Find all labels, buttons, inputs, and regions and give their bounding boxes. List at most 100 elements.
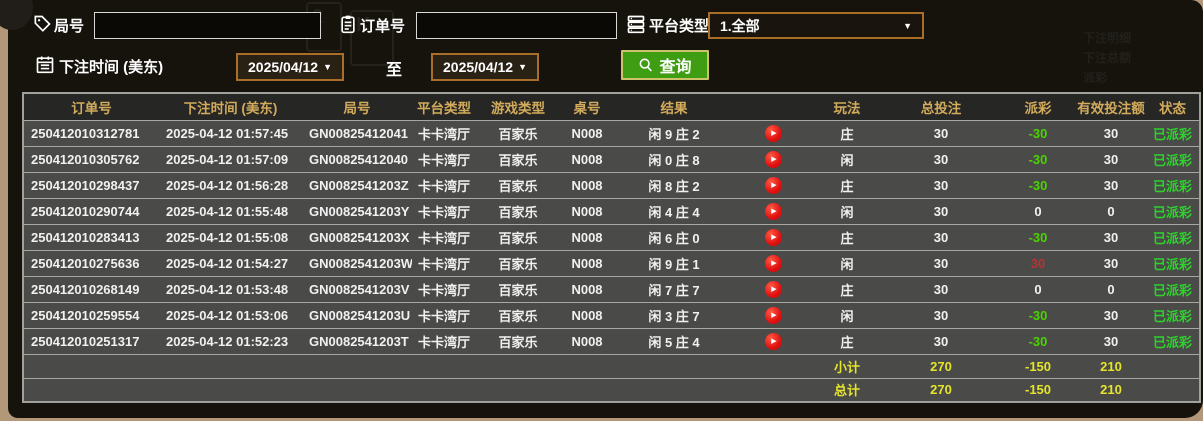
play-video-button[interactable]: ▶ [764, 228, 782, 246]
valid-bet-cell: 30 [1076, 327, 1146, 354]
bet-time-cell: 2025-04-12 01:57:45 [159, 119, 302, 146]
subtotal-valid-bet: 210 [1076, 353, 1146, 378]
play-video-button[interactable]: ▶ [764, 150, 782, 168]
table-row: 250412010259554 2025-04-12 01:53:06 GN0082… [23, 301, 1200, 328]
play-cell: 闲 [812, 301, 882, 328]
round-no-cell: GN0082541203Y [302, 197, 412, 224]
order-no-cell: 250412010268149 [23, 275, 159, 302]
bet-time-cell: 2025-04-12 01:53:06 [159, 301, 302, 328]
game-cell: 百家乐 [476, 145, 560, 172]
platform-cell: 卡卡湾厅 [412, 301, 476, 328]
payout-cell: -30 [1000, 171, 1076, 198]
play-cell: ▶ [734, 327, 812, 354]
table-row: 250412010268149 2025-04-12 01:53:48 GN0082… [23, 275, 1200, 302]
order-label: 订单号 [360, 18, 406, 35]
background-text-ghost: 下注明细 下注总额 派彩 [1083, 31, 1132, 85]
bet-time-cell: 2025-04-12 01:56:28 [159, 171, 302, 198]
status-cell: 已派彩 [1146, 145, 1200, 172]
play-video-button[interactable]: ▶ [764, 254, 782, 272]
play-cell: 闲 [812, 145, 882, 172]
table-row: 250412010275636 2025-04-12 01:54:27 GN0082… [23, 249, 1200, 276]
payout-cell: 0 [1000, 197, 1076, 224]
round-label: 局号 [54, 18, 85, 35]
play-video-button[interactable]: ▶ [764, 202, 782, 220]
calendar-icon [35, 54, 55, 74]
subtotal-spacer [23, 353, 812, 378]
table-no-cell: N008 [560, 119, 614, 146]
round-no-cell: GN0082541203Z [302, 171, 412, 198]
play-video-button[interactable]: ▶ [764, 280, 782, 298]
table-row: 250412010283413 2025-04-12 01:55:08 GN0082… [23, 223, 1200, 250]
game-cell: 百家乐 [476, 275, 560, 302]
round-no-cell: GN00825412041 [302, 119, 412, 146]
table-no-cell: N008 [560, 197, 614, 224]
date-from-picker[interactable]: 2025/04/12 ▼ [236, 53, 344, 81]
magnifier-icon [640, 58, 653, 72]
play-cell: ▶ [734, 119, 812, 146]
play-video-button[interactable]: ▶ [764, 332, 782, 350]
column-header: 桌号 [560, 93, 614, 120]
valid-bet-cell: 0 [1076, 197, 1146, 224]
round-input[interactable] [94, 12, 321, 39]
status-cell: 已派彩 [1146, 171, 1200, 198]
payout-cell: -30 [1000, 327, 1076, 354]
play-cell: 闲 [812, 197, 882, 224]
platform-cell: 卡卡湾厅 [412, 275, 476, 302]
payout-cell: -30 [1000, 145, 1076, 172]
result-cell: 闲 9 庄 1 [614, 249, 734, 276]
column-header: 局号 [302, 93, 412, 120]
total-bet-cell: 30 [882, 249, 1000, 276]
subtotal-label: 小计 [812, 353, 882, 378]
bet-time-cell: 2025-04-12 01:57:09 [159, 145, 302, 172]
table-no-cell: N008 [560, 145, 614, 172]
play-icon: ▶ [771, 156, 777, 164]
filter-bar: 局号 订单号 平台类型 1.全部 ▼ [8, 0, 1203, 88]
server-list-icon [626, 14, 646, 34]
play-icon: ▶ [771, 208, 777, 216]
result-cell: 闲 7 庄 7 [614, 275, 734, 302]
bet-time-cell: 2025-04-12 01:55:08 [159, 223, 302, 250]
platform-cell: 卡卡湾厅 [412, 249, 476, 276]
to-label: 至 [386, 62, 403, 79]
status-cell: 已派彩 [1146, 119, 1200, 146]
order-no-cell: 250412010283413 [23, 223, 159, 250]
status-cell: 已派彩 [1146, 327, 1200, 354]
status-cell: 已派彩 [1146, 223, 1200, 250]
order-no-cell: 250412010312781 [23, 119, 159, 146]
platform-type-select[interactable]: 1.全部 ▼ [708, 12, 924, 39]
total-total-bet: 270 [882, 377, 1000, 402]
order-input[interactable] [416, 12, 617, 39]
background-card-ghost: K [350, 10, 394, 66]
game-cell: 百家乐 [476, 223, 560, 250]
table-row: 250412010312781 2025-04-12 01:57:45 GN0082… [23, 119, 1200, 146]
round-no-cell: GN0082541203T [302, 327, 412, 354]
play-video-button[interactable]: ▶ [764, 306, 782, 324]
platform-cell: 卡卡湾厅 [412, 197, 476, 224]
play-cell: ▶ [734, 171, 812, 198]
result-cell: 闲 6 庄 0 [614, 223, 734, 250]
play-icon: ▶ [771, 312, 777, 320]
valid-bet-cell: 30 [1076, 145, 1146, 172]
table-row: 250412010290744 2025-04-12 01:55:48 GN0082… [23, 197, 1200, 224]
round-no-cell: GN0082541203W [302, 249, 412, 276]
total-bet-cell: 30 [882, 275, 1000, 302]
result-cell: 闲 3 庄 7 [614, 301, 734, 328]
query-button[interactable]: 查询 [621, 50, 709, 80]
play-video-button[interactable]: ▶ [764, 124, 782, 142]
date-to-picker[interactable]: 2025/04/12 ▼ [431, 53, 539, 81]
total-bet-cell: 30 [882, 327, 1000, 354]
result-cell: 闲 0 庄 8 [614, 145, 734, 172]
payout-cell: 0 [1000, 275, 1076, 302]
valid-bet-cell: 30 [1076, 301, 1146, 328]
table-no-cell: N008 [560, 327, 614, 354]
play-icon: ▶ [771, 182, 777, 190]
total-status-spacer [1146, 377, 1200, 402]
play-cell: 闲 [812, 249, 882, 276]
column-header: 游戏类型 [476, 93, 560, 120]
table-row: 250412010298437 2025-04-12 01:56:28 GN0082… [23, 171, 1200, 198]
column-header-play [734, 93, 812, 120]
total-row: 总计 270 -150 210 [23, 377, 1200, 402]
total-bet-cell: 30 [882, 145, 1000, 172]
play-video-button[interactable]: ▶ [764, 176, 782, 194]
